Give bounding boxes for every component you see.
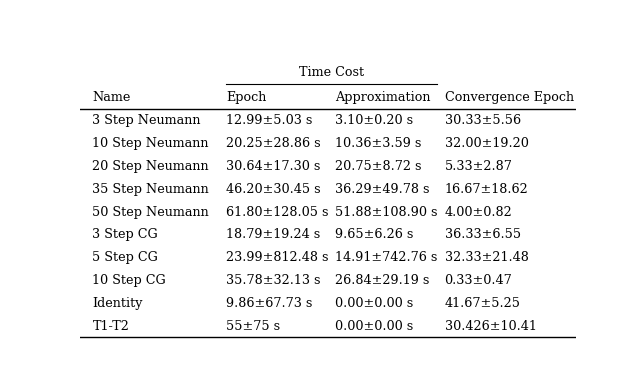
Text: T1-T2: T1-T2 — [92, 320, 129, 333]
Text: 30.426±10.41: 30.426±10.41 — [445, 320, 536, 333]
Text: 5 Step CG: 5 Step CG — [92, 251, 158, 264]
Text: 5.33±2.87: 5.33±2.87 — [445, 160, 513, 173]
Text: 51.88±108.90 s: 51.88±108.90 s — [335, 206, 438, 219]
Text: 36.33±6.55: 36.33±6.55 — [445, 228, 521, 242]
Text: 12.99±5.03 s: 12.99±5.03 s — [227, 114, 313, 127]
Text: 3 Step CG: 3 Step CG — [92, 228, 158, 242]
Text: 14.91±742.76 s: 14.91±742.76 s — [335, 251, 438, 264]
Text: 0.33±0.47: 0.33±0.47 — [445, 274, 512, 287]
Text: 9.65±6.26 s: 9.65±6.26 s — [335, 228, 414, 242]
Text: 0.00±0.00 s: 0.00±0.00 s — [335, 297, 413, 310]
Text: 3.10±0.20 s: 3.10±0.20 s — [335, 114, 413, 127]
Text: 30.33±5.56: 30.33±5.56 — [445, 114, 521, 127]
Text: 10 Step Neumann: 10 Step Neumann — [92, 137, 209, 150]
Text: 55±75 s: 55±75 s — [227, 320, 280, 333]
Text: 20 Step Neumann: 20 Step Neumann — [92, 160, 209, 173]
Text: 36.29±49.78 s: 36.29±49.78 s — [335, 183, 430, 196]
Text: 32.33±21.48: 32.33±21.48 — [445, 251, 529, 264]
Text: 0.00±0.00 s: 0.00±0.00 s — [335, 320, 413, 333]
Text: 23.99±812.48 s: 23.99±812.48 s — [227, 251, 329, 264]
Text: 46.20±30.45 s: 46.20±30.45 s — [227, 183, 321, 196]
Text: Epoch: Epoch — [227, 91, 267, 104]
Text: 35 Step Neumann: 35 Step Neumann — [92, 183, 209, 196]
Text: Identity: Identity — [92, 297, 143, 310]
Text: 50 Step Neumann: 50 Step Neumann — [92, 206, 209, 219]
Text: Name: Name — [92, 91, 131, 104]
Text: 10 Step CG: 10 Step CG — [92, 274, 166, 287]
Text: 41.67±5.25: 41.67±5.25 — [445, 297, 520, 310]
Text: 10.36±3.59 s: 10.36±3.59 s — [335, 137, 422, 150]
Text: Approximation: Approximation — [335, 91, 431, 104]
Text: 20.25±28.86 s: 20.25±28.86 s — [227, 137, 321, 150]
Text: 3 Step Neumann: 3 Step Neumann — [92, 114, 201, 127]
Text: 16.67±18.62: 16.67±18.62 — [445, 183, 528, 196]
Text: 4.00±0.82: 4.00±0.82 — [445, 206, 512, 219]
Text: Time Cost: Time Cost — [299, 66, 364, 79]
Text: 20.75±8.72 s: 20.75±8.72 s — [335, 160, 422, 173]
Text: 32.00±19.20: 32.00±19.20 — [445, 137, 529, 150]
Text: 35.78±32.13 s: 35.78±32.13 s — [227, 274, 321, 287]
Text: 61.80±128.05 s: 61.80±128.05 s — [227, 206, 329, 219]
Text: 30.64±17.30 s: 30.64±17.30 s — [227, 160, 321, 173]
Text: 18.79±19.24 s: 18.79±19.24 s — [227, 228, 321, 242]
Text: Convergence Epoch: Convergence Epoch — [445, 91, 573, 104]
Text: 26.84±29.19 s: 26.84±29.19 s — [335, 274, 430, 287]
Text: 9.86±67.73 s: 9.86±67.73 s — [227, 297, 313, 310]
